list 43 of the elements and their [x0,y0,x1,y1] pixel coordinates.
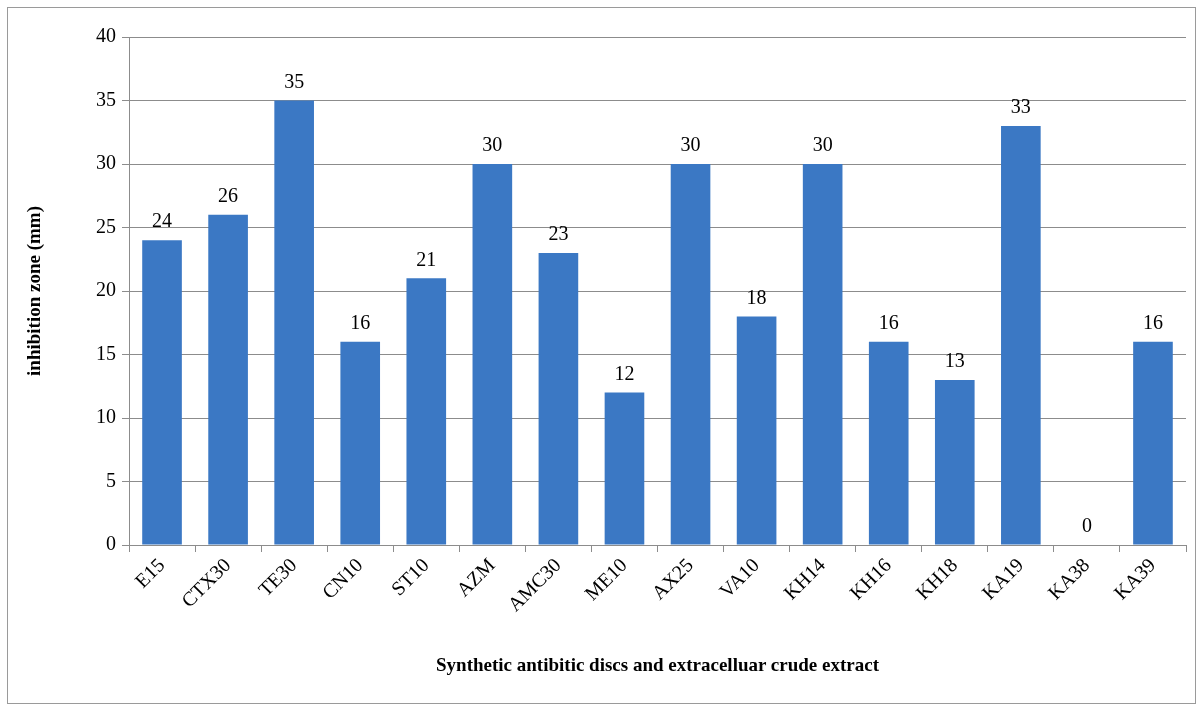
bar [472,164,513,545]
y-tick-label: 25 [96,214,116,237]
bar [538,252,579,545]
bar [274,100,314,545]
bar [604,392,645,545]
y-tick-label: 20 [96,278,116,301]
y-tick-label: 15 [96,341,116,364]
data-label: 16 [878,311,899,334]
data-label: 33 [1010,95,1031,118]
data-label: 24 [152,209,173,232]
bar [208,214,248,545]
bar [868,341,909,545]
y-tick-label: 30 [96,151,116,174]
data-label: 16 [350,311,371,334]
data-label: 30 [680,133,701,156]
data-label: 18 [746,285,767,308]
bar [802,164,843,545]
bar [1001,125,1041,545]
data-label: 0 [1081,514,1092,537]
data-label: 30 [482,133,503,156]
bar [670,164,711,545]
y-tick-label: 5 [106,468,116,491]
bar [340,341,381,545]
y-tick-label: 10 [96,405,116,428]
data-label: 12 [614,361,635,384]
y-tick-label: 0 [106,532,116,555]
data-label: 35 [284,69,305,92]
bar [1133,341,1173,545]
x-tick-label: E15 [130,553,169,592]
data-label: 23 [548,222,569,245]
data-label: 26 [218,184,239,207]
data-label: 30 [812,133,833,156]
bar [142,240,182,545]
data-label: 13 [944,349,965,372]
bar [736,316,777,545]
y-axis-title: inhibition zone (mm) [23,206,46,376]
y-tick-label: 35 [96,87,116,110]
data-label: 16 [1142,311,1163,334]
bar [934,379,975,545]
bar [406,278,447,545]
x-axis-title: Synthetic antibitic discs and extracelluar crude extract [436,653,880,675]
data-label: 21 [416,247,437,270]
y-tick-label: 40 [96,24,116,47]
